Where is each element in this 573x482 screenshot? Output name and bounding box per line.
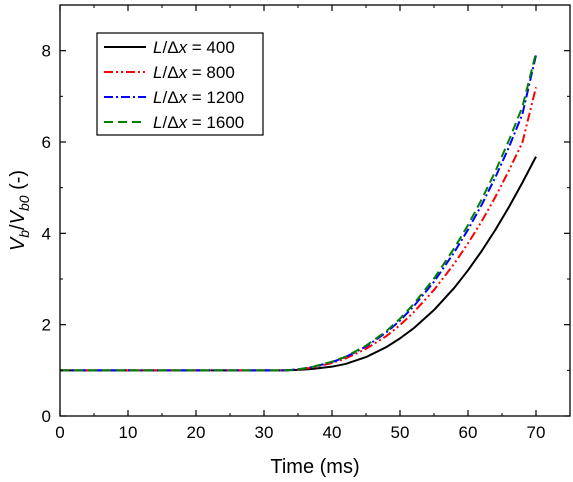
- x-tick-label: 10: [119, 423, 138, 442]
- y-tick-label: 2: [42, 316, 51, 335]
- legend-label-800: L/Δx = 800: [153, 63, 235, 82]
- y-label-slash: /: [7, 224, 29, 230]
- x-tick-label: 0: [55, 423, 64, 442]
- x-tick-label: 60: [459, 423, 478, 442]
- legend-box: [96, 32, 264, 136]
- plot-frame: [59, 4, 571, 417]
- y-tick-label: 6: [42, 133, 51, 152]
- y-label-sub1: b: [16, 230, 32, 238]
- legend-label-1200: L/Δx = 1200: [153, 88, 244, 107]
- y-tick-label: 0: [42, 407, 51, 426]
- y-label-v1: V: [7, 236, 29, 251]
- ticks-layer: 0 10 20 30 40 50 60 70 0 2 4 6 8: [42, 5, 570, 442]
- x-tick-label: 50: [391, 423, 410, 442]
- y-tick-label: 8: [42, 42, 51, 61]
- y-label-sub2: b0: [16, 195, 32, 211]
- y-tick-label: 4: [42, 224, 51, 243]
- y-label-v2: V: [7, 209, 29, 224]
- x-axis-label: Time (ms): [270, 456, 359, 478]
- x-tick-label: 20: [187, 423, 206, 442]
- series-line-1600: [60, 52, 537, 372]
- x-tick-label: 40: [323, 423, 342, 442]
- legend: L/Δx = 400 L/Δx = 800 L/Δx = 1200 L/Δx =…: [96, 32, 264, 136]
- x-tick-label: 30: [255, 423, 274, 442]
- y-axis-label: Vb/Vb0 (-): [7, 170, 32, 251]
- legend-label-400: L/Δx = 400: [153, 38, 235, 57]
- series-layer: [60, 52, 537, 372]
- legend-label-1600: L/Δx = 1600: [153, 113, 244, 132]
- x-tick-label: 70: [527, 423, 546, 442]
- y-label-unit: (-): [7, 170, 29, 196]
